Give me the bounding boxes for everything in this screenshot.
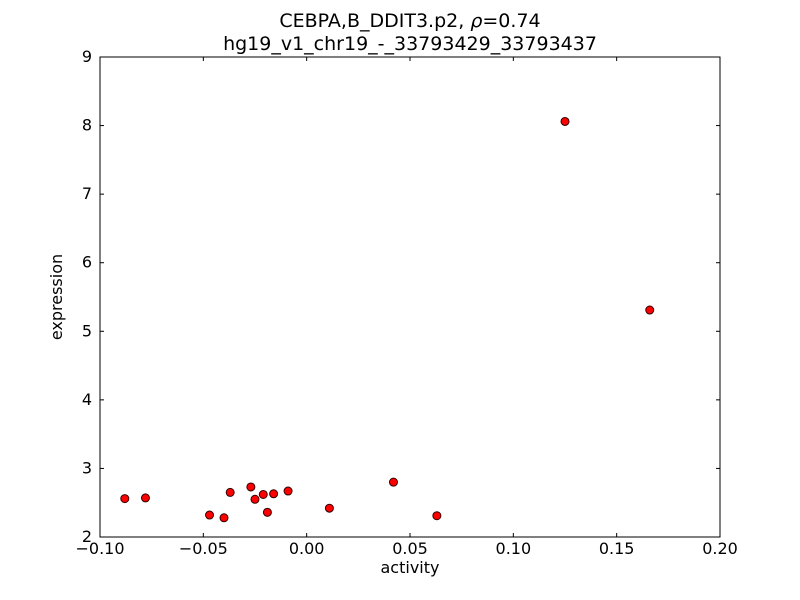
y-tick-label: 6: [82, 253, 92, 272]
scatter-point: [388, 477, 398, 487]
scatter-point: [645, 305, 655, 315]
y-tick-label: 9: [82, 47, 92, 66]
scatter-point: [258, 489, 268, 499]
scatter-point: [560, 116, 570, 126]
scatter-point: [225, 487, 235, 497]
scatter-point: [269, 489, 279, 499]
scatter-point: [140, 493, 150, 503]
chart-subtitle: hg19_v1_chr19_-_33793429_33793437: [223, 33, 597, 55]
y-tick-label: 4: [82, 390, 92, 409]
scatter-point: [246, 482, 256, 492]
scatter-point: [432, 511, 442, 521]
scatter-point: [250, 494, 260, 504]
x-tick-label: 0.05: [392, 539, 428, 558]
rho-value: =0.74: [482, 10, 541, 32]
y-tick-label: 7: [82, 184, 92, 203]
y-tick-label: 8: [82, 116, 92, 135]
scatter-point: [283, 486, 293, 496]
y-axis-label: expression: [47, 254, 66, 340]
x-tick-label: 0.00: [289, 539, 325, 558]
x-tick-label: 0.20: [702, 539, 738, 558]
chart-title: CEBPA,B_DDIT3.p2, ρ=0.74: [100, 10, 720, 32]
x-tick-label: −0.05: [179, 539, 228, 558]
y-tick-label: 2: [82, 527, 92, 546]
plot-frame: [99, 56, 721, 538]
y-tick-label: 3: [82, 458, 92, 477]
x-axis-label: activity: [381, 558, 440, 577]
x-tick-label: −0.10: [75, 539, 124, 558]
scatter-point: [120, 494, 130, 504]
x-tick-label: 0.15: [599, 539, 635, 558]
chart-title-text: CEBPA,B_DDIT3.p2,: [279, 10, 471, 32]
scatter-point: [205, 510, 215, 520]
rho-symbol: ρ: [470, 10, 483, 32]
scatter-point: [324, 503, 334, 513]
x-tick-label: 0.10: [496, 539, 532, 558]
y-tick-label: 5: [82, 321, 92, 340]
scatter-point: [262, 507, 272, 517]
scatter-point: [219, 513, 229, 523]
